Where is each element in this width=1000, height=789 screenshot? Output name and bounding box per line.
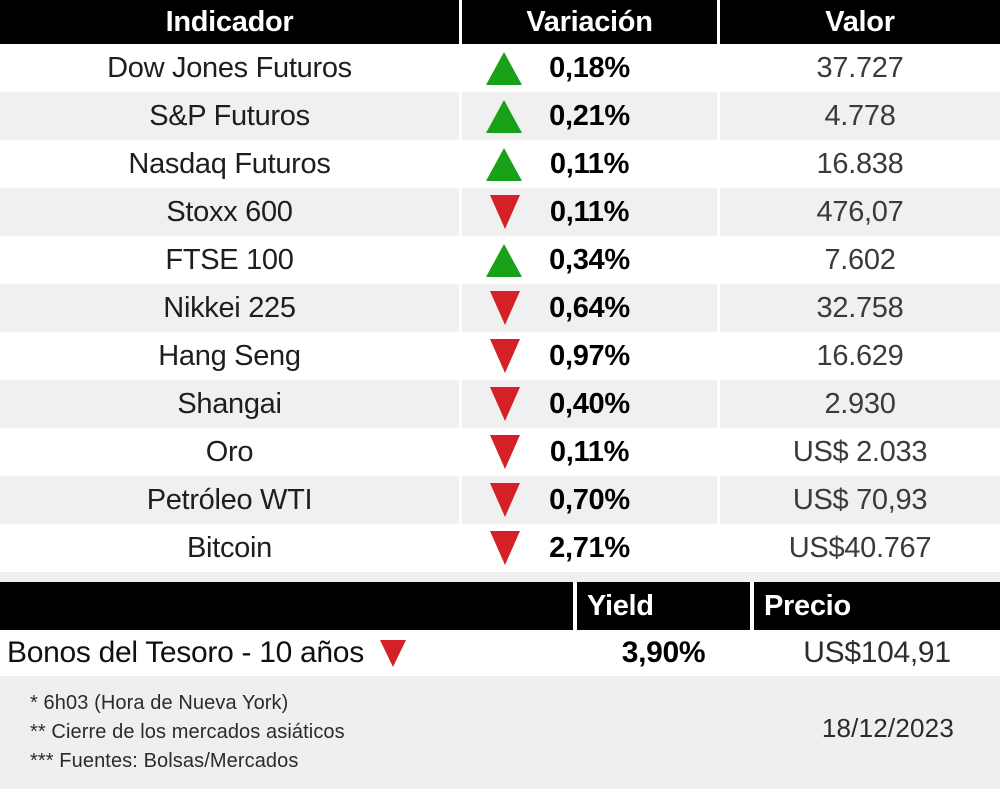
bond-row: Bonos del Tesoro - 10 años 3,90% US$104,… [0,630,1000,676]
indicator-value: 32.758 [717,284,1000,332]
down-triangle-icon [490,291,520,325]
indicator-value: 2.930 [717,380,1000,428]
markets-table-header: Indicador Variación Valor [0,0,1000,44]
indicator-value: US$ 2.033 [717,428,1000,476]
table-row: Petróleo WTI 0,70% US$ 70,93 [0,476,1000,524]
table-gap [0,572,1000,582]
table-row: Nasdaq Futuros 0,11% 16.838 [0,140,1000,188]
variation-cell: 0,97% [459,332,717,380]
variation-cell: 0,34% [459,236,717,284]
bond-header-yield: Yield [573,582,750,630]
date-label: 18/12/2023 [821,713,954,743]
variation-value: 0,11% [549,147,630,180]
down-triangle-icon [379,639,406,667]
table-row: Hang Seng 0,97% 16.629 [0,332,1000,380]
table-row: Oro 0,11% US$ 2.033 [0,428,1000,476]
footnote-time: * 6h03 (Hora de Nueva York) [30,692,289,714]
bond-header-empty-cell [0,582,573,630]
variation-cell: 0,64% [459,284,717,332]
indicator-name: Bitcoin [187,531,272,564]
indicator-value: US$40.767 [717,524,1000,572]
indicator-value: 16.629 [717,332,1000,380]
indicator-value: 7.602 [717,236,1000,284]
indicator-name: Oro [205,435,254,468]
table-row: Nikkei 225 0,64% 32.758 [0,284,1000,332]
table-row: Bitcoin 2,71% US$40.767 [0,524,1000,572]
down-triangle-icon [490,483,520,517]
header-cell-valor: Valor [717,0,1000,44]
variation-value: 2,71% [549,531,630,564]
indicator-name: Shangai [177,387,282,420]
variation-value: 0,11% [549,435,630,468]
variation-value: 0,18% [549,51,630,84]
down-triangle-icon [490,195,520,229]
variation-cell: 0,21% [459,92,717,140]
bond-yield-value: 3,90% [573,630,750,676]
table-row: S&P Futuros 0,21% 4.778 [0,92,1000,140]
indicator-name: Stoxx 600 [166,195,293,228]
variation-cell: 0,70% [459,476,717,524]
down-triangle-icon [490,531,520,565]
indicator-name: FTSE 100 [165,243,294,276]
markets-table: Indicador Variación Valor Dow Jones Futu… [0,0,1000,572]
down-triangle-icon [490,387,520,421]
indicator-name: Nasdaq Futuros [128,147,331,180]
indicator-value: 4.778 [717,92,1000,140]
variation-cell: 0,11% [459,140,717,188]
variation-cell: 0,40% [459,380,717,428]
table-row: FTSE 100 0,34% 7.602 [0,236,1000,284]
indicator-name: S&P Futuros [149,99,310,132]
market-rows: Dow Jones Futuros 0,18% 37.727 S&P Futuros 0… [0,44,1000,572]
indicator-name: Nikkei 225 [163,291,296,324]
bond-header-precio: Precio [750,582,1000,630]
variation-value: 0,11% [549,195,630,228]
variation-cell: 0,18% [459,44,717,92]
bond-price-value: US$104,91 [750,630,1000,676]
table-row: Shangai 0,40% 2.930 [0,380,1000,428]
variation-value: 0,34% [549,243,630,276]
indicator-name: Hang Seng [158,339,301,372]
variation-value: 0,70% [549,483,630,516]
variation-value: 0,97% [549,339,630,372]
variation-cell: 0,11% [459,188,717,236]
variation-value: 0,64% [549,291,630,324]
footnote-sources: *** Fuentes: Bolsas/Mercados [30,750,299,772]
down-triangle-icon [490,339,520,373]
up-triangle-icon [486,243,522,277]
bond-label-cell: Bonos del Tesoro - 10 años [0,630,573,676]
table-row: Stoxx 600 0,11% 476,07 [0,188,1000,236]
up-triangle-icon [486,51,522,85]
indicator-value: US$ 70,93 [717,476,1000,524]
indicator-value: 16.838 [717,140,1000,188]
up-triangle-icon [486,99,522,133]
footer: * 6h03 (Hora de Nueva York) ** Cierre de… [0,676,1000,789]
footnote-asian-markets: ** Cierre de los mercados asiáticos [30,721,345,743]
bond-label: Bonos del Tesoro - 10 años [7,636,364,669]
variation-value: 0,40% [549,387,630,420]
header-cell-variacion: Variación [459,0,717,44]
indicator-name: Petróleo WTI [146,483,313,516]
variation-cell: 2,71% [459,524,717,572]
up-triangle-icon [486,147,522,181]
indicator-name: Dow Jones Futuros [107,51,352,84]
down-triangle-icon [490,435,520,469]
indicator-value: 476,07 [717,188,1000,236]
variation-cell: 0,11% [459,428,717,476]
table-row: Dow Jones Futuros 0,18% 37.727 [0,44,1000,92]
bond-table-header: Yield Precio [0,582,1000,630]
bond-table: Yield Precio Bonos del Tesoro - 10 años … [0,582,1000,676]
indicator-value: 37.727 [717,44,1000,92]
header-cell-indicador: Indicador [165,5,294,38]
variation-value: 0,21% [549,99,630,132]
